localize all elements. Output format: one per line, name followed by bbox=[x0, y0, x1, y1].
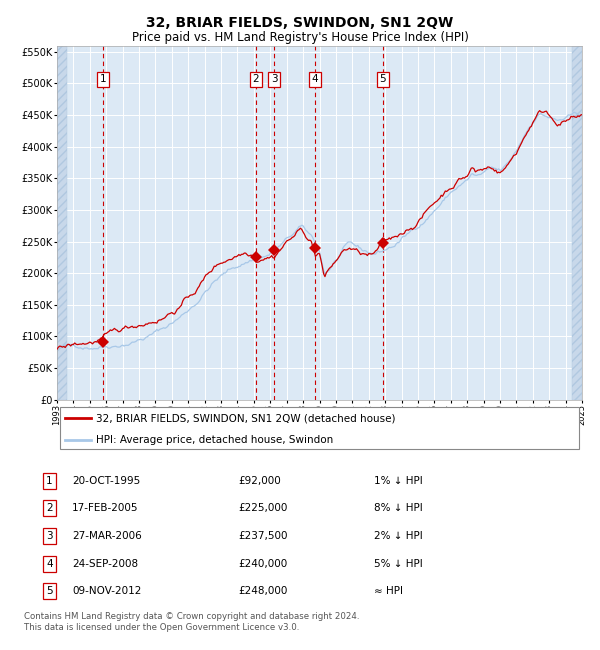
Text: 09-NOV-2012: 09-NOV-2012 bbox=[72, 586, 142, 596]
Text: 20-OCT-1995: 20-OCT-1995 bbox=[72, 476, 140, 486]
Text: £248,000: £248,000 bbox=[238, 586, 287, 596]
Bar bbox=[572, 46, 582, 400]
Text: 24-SEP-2008: 24-SEP-2008 bbox=[72, 558, 138, 569]
Text: 5: 5 bbox=[46, 586, 53, 596]
Text: £237,500: £237,500 bbox=[238, 531, 288, 541]
Text: 2% ↓ HPI: 2% ↓ HPI bbox=[374, 531, 422, 541]
Text: 2: 2 bbox=[46, 503, 53, 514]
Text: 1: 1 bbox=[46, 476, 53, 486]
Text: ≈ HPI: ≈ HPI bbox=[374, 586, 403, 596]
Text: 17-FEB-2005: 17-FEB-2005 bbox=[72, 503, 139, 514]
Text: 3: 3 bbox=[271, 74, 277, 84]
Bar bbox=[57, 46, 67, 400]
Text: 1% ↓ HPI: 1% ↓ HPI bbox=[374, 476, 422, 486]
FancyBboxPatch shape bbox=[59, 408, 580, 449]
Text: 4: 4 bbox=[46, 558, 53, 569]
Text: Contains HM Land Registry data © Crown copyright and database right 2024.
This d: Contains HM Land Registry data © Crown c… bbox=[24, 612, 359, 632]
Text: 1: 1 bbox=[100, 74, 106, 84]
Text: 4: 4 bbox=[312, 74, 319, 84]
Text: HPI: Average price, detached house, Swindon: HPI: Average price, detached house, Swin… bbox=[97, 435, 334, 445]
Text: 8% ↓ HPI: 8% ↓ HPI bbox=[374, 503, 422, 514]
Text: £225,000: £225,000 bbox=[238, 503, 287, 514]
Text: 2: 2 bbox=[253, 74, 259, 84]
Text: 3: 3 bbox=[46, 531, 53, 541]
Text: 5% ↓ HPI: 5% ↓ HPI bbox=[374, 558, 422, 569]
Text: 32, BRIAR FIELDS, SWINDON, SN1 2QW (detached house): 32, BRIAR FIELDS, SWINDON, SN1 2QW (deta… bbox=[97, 413, 396, 423]
Text: 32, BRIAR FIELDS, SWINDON, SN1 2QW: 32, BRIAR FIELDS, SWINDON, SN1 2QW bbox=[146, 16, 454, 31]
Text: 5: 5 bbox=[380, 74, 386, 84]
Text: £240,000: £240,000 bbox=[238, 558, 287, 569]
Text: 27-MAR-2006: 27-MAR-2006 bbox=[72, 531, 142, 541]
Text: Price paid vs. HM Land Registry's House Price Index (HPI): Price paid vs. HM Land Registry's House … bbox=[131, 31, 469, 44]
Text: £92,000: £92,000 bbox=[238, 476, 281, 486]
